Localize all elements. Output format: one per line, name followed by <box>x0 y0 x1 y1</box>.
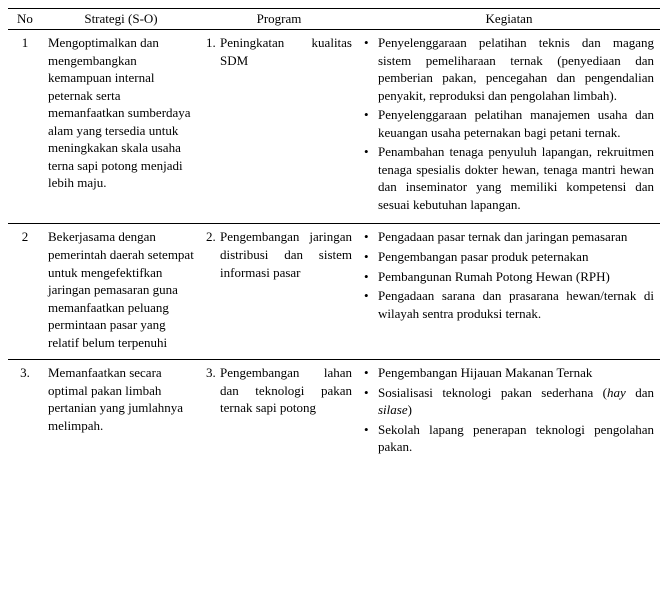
strategy-table: No Strategi (S-O) Program Kegiatan 1 Men… <box>8 8 660 466</box>
kegiatan-item: Pengembangan pasar produk peternakan <box>364 248 654 266</box>
header-program: Program <box>200 9 358 30</box>
kegiatan-item: Pengadaan pasar ternak dan jaringan pema… <box>364 228 654 246</box>
program-number: 2. <box>206 228 220 281</box>
program-number: 1. <box>206 34 220 69</box>
table-header-row: No Strategi (S-O) Program Kegiatan <box>8 9 660 30</box>
table-row: 1 Mengoptimalkan dan mengembangkan kemam… <box>8 30 660 224</box>
program-text: Pengembangan lahan dan teknologi pakan t… <box>220 364 352 417</box>
header-kegiatan: Kegiatan <box>358 9 660 30</box>
cell-kegiatan: Pengembangan Hijauan Makanan Ternak Sosi… <box>358 360 660 466</box>
header-strategi: Strategi (S-O) <box>42 9 200 30</box>
cell-program: 1. Peningkatan kualitas SDM <box>200 30 358 224</box>
kegiatan-item: Penambahan tenaga penyuluh lapangan, rek… <box>364 143 654 213</box>
program-text: Pengembangan jaringan distribusi dan sis… <box>220 228 352 281</box>
cell-program: 3. Pengembangan lahan dan teknologi paka… <box>200 360 358 466</box>
program-text: Peningkatan kualitas SDM <box>220 34 352 69</box>
kegiatan-item: Penyelenggaraan pelatihan teknis dan mag… <box>364 34 654 104</box>
kegiatan-item: Pengembangan Hijauan Makanan Ternak <box>364 364 654 382</box>
cell-kegiatan: Penyelenggaraan pelatihan teknis dan mag… <box>358 30 660 224</box>
kegiatan-item: Pembangunan Rumah Potong Hewan (RPH) <box>364 268 654 286</box>
kegiatan-item: Sekolah lapang penerapan teknologi pengo… <box>364 421 654 456</box>
header-no: No <box>8 9 42 30</box>
program-number: 3. <box>206 364 220 417</box>
cell-strategi: Bekerjasama dengan pemerintah daerah set… <box>42 224 200 360</box>
cell-no: 3. <box>8 360 42 466</box>
cell-no: 1 <box>8 30 42 224</box>
kegiatan-item: Penyelenggaraan pelatihan manajemen usah… <box>364 106 654 141</box>
cell-kegiatan: Pengadaan pasar ternak dan jaringan pema… <box>358 224 660 360</box>
kegiatan-item: Pengadaan sarana dan prasarana hewan/ter… <box>364 287 654 322</box>
kegiatan-item: Sosialisasi teknologi pakan sederhana (h… <box>364 384 654 419</box>
cell-strategi: Memanfaatkan secara optimal pakan limbah… <box>42 360 200 466</box>
table-row: 2 Bekerjasama dengan pemerintah daerah s… <box>8 224 660 360</box>
cell-strategi: Mengoptimalkan dan mengembangkan kemampu… <box>42 30 200 224</box>
cell-program: 2. Pengembangan jaringan distribusi dan … <box>200 224 358 360</box>
table-row: 3. Memanfaatkan secara optimal pakan lim… <box>8 360 660 466</box>
cell-no: 2 <box>8 224 42 360</box>
